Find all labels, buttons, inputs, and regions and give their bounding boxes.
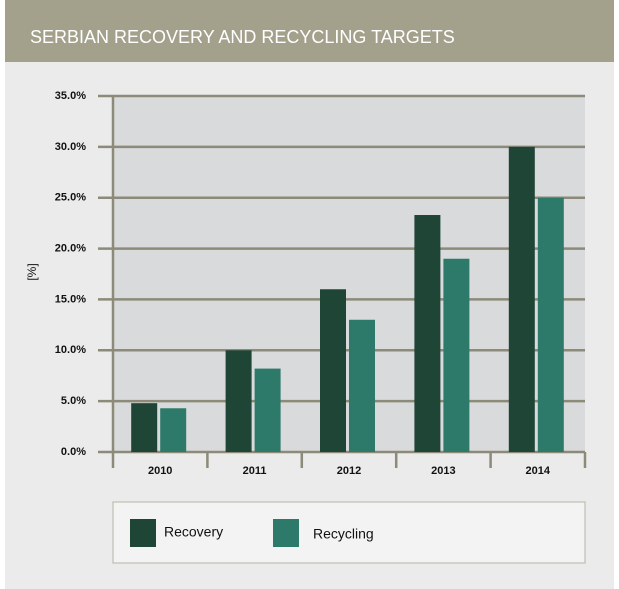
y-tick-label: 5.0% [61,395,86,407]
y-tick-label: 20.0% [55,242,86,254]
y-tick-label: 25.0% [55,192,86,204]
legend-label: Recycling [313,526,374,542]
bar [349,319,375,452]
bar [131,403,158,452]
y-tick-label: 0.0% [61,446,86,458]
y-tick-label: 30.0% [55,141,86,153]
legend-swatch [273,519,299,547]
y-tick-label: 10.0% [55,344,86,356]
bar [320,289,346,452]
bar [225,350,252,452]
y-tick-label: 35.0% [55,90,86,102]
x-tick-label: 2014 [526,465,551,477]
bar [160,408,187,452]
legend-label: Recovery [164,524,223,540]
bar [254,368,281,452]
bar [508,146,535,452]
legend-swatch [130,519,156,547]
bar [414,215,441,452]
x-tick-label: 2011 [243,465,267,477]
chart-title: SERBIAN RECOVERY AND RECYCLING TARGETS [30,27,455,47]
x-tick-label: 2013 [431,465,455,477]
legend [112,501,586,564]
bar [443,258,470,452]
y-axis-label: [%] [25,263,39,280]
x-tick-label: 2010 [148,465,172,477]
bar [537,197,564,452]
x-tick-label: 2012 [337,465,361,477]
y-tick-label: 15.0% [55,293,86,305]
header-band [5,0,614,62]
